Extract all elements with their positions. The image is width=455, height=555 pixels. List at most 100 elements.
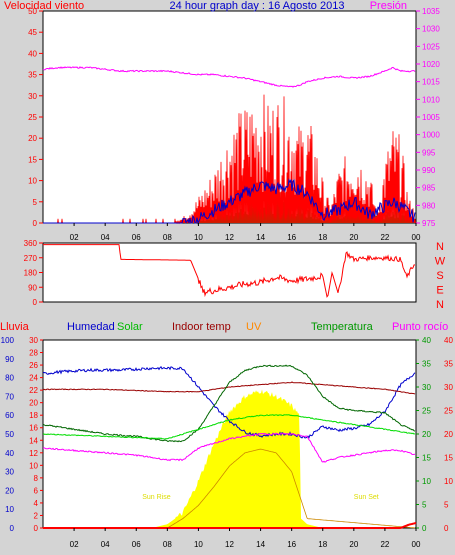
rain-tick-label: 8: [34, 474, 39, 483]
pressure-tick-label: 980: [422, 201, 436, 210]
wind-tick-label: 0: [33, 219, 38, 228]
dewpoint-tick-label: 30: [444, 383, 453, 392]
x-tick-label: 10: [194, 540, 203, 549]
dewpoint-tick-label: 15: [444, 454, 453, 463]
rain-tick-label: 2: [34, 511, 39, 520]
compass-label: N: [436, 241, 444, 253]
humidity-tick-label: 20: [5, 486, 14, 495]
pressure-tick-label: 1030: [422, 25, 440, 34]
humidity-tick-label: 40: [5, 449, 14, 458]
pressure-tick-label: 1020: [422, 60, 440, 69]
x-tick-label: 16: [287, 540, 296, 549]
solar-series: [42, 414, 416, 440]
dewpoint-tick-label: 35: [444, 360, 453, 369]
x-tick-label: 14: [256, 233, 265, 242]
x-tick-label: 22: [380, 540, 389, 549]
temperature-tick-label: 20: [422, 430, 431, 439]
temperature-tick-label: 25: [422, 407, 431, 416]
temperature-tick-label: 35: [422, 360, 431, 369]
wind-tick-label: 15: [28, 155, 37, 164]
pressure-tick-label: 1005: [422, 113, 440, 122]
rain-tick-label: 4: [34, 499, 39, 508]
rain-tick-label: 22: [29, 386, 38, 395]
rain-tick-label: 28: [29, 349, 38, 358]
x-tick-label: 14: [256, 540, 265, 549]
direction-tick-label: 180: [24, 269, 38, 278]
solar-area: [43, 389, 416, 528]
dewpoint-tick-label: 40: [444, 336, 453, 345]
x-tick-label: 02: [70, 540, 79, 549]
x-tick-label: 10: [194, 233, 203, 242]
temperature-tick-label: 40: [422, 336, 431, 345]
x-tick-label: 06: [132, 540, 141, 549]
indoor-temp-series: [42, 381, 416, 395]
temperature-label: Temperatura: [311, 321, 374, 333]
wind-tick-label: 35: [28, 71, 37, 80]
compass-label: W: [435, 256, 446, 268]
temperature-tick-label: 30: [422, 383, 431, 392]
rain-tick-label: 24: [29, 374, 38, 383]
rain-tick-label: 18: [29, 411, 38, 420]
temperature-series: [42, 364, 416, 443]
humidity-tick-label: 90: [5, 355, 14, 364]
humidity-tick-label: 100: [1, 336, 15, 345]
humidity-tick-label: 50: [5, 430, 14, 439]
x-tick-label: 18: [318, 233, 327, 242]
rain-tick-label: 30: [29, 336, 38, 345]
temperature-panel: 0102030405060708090100024681012141618202…: [0, 321, 453, 549]
wind-tick-label: 5: [33, 198, 38, 207]
wind-tick-label: 45: [28, 28, 37, 37]
x-tick-label: 04: [101, 540, 110, 549]
wind-tick-label: 25: [28, 113, 37, 122]
x-tick-label: 16: [287, 233, 296, 242]
dewpoint-tick-label: 0: [444, 524, 449, 533]
rain-tick-label: 10: [29, 461, 38, 470]
wind-tick-label: 40: [28, 49, 37, 58]
direction-plot-area: [42, 242, 417, 303]
humidity-tick-label: 60: [5, 411, 14, 420]
pressure-tick-label: 1025: [422, 42, 440, 51]
humidity-tick-label: 80: [5, 374, 14, 383]
humidity-tick-label: 30: [5, 468, 14, 477]
humidity-tick-label: 10: [5, 505, 14, 514]
wind-tick-label: 10: [28, 177, 37, 186]
uv-label: UV: [246, 321, 262, 333]
x-tick-label: 06: [132, 233, 141, 242]
wind-tick-label: 20: [28, 134, 37, 143]
x-tick-label: 18: [318, 540, 327, 549]
dewpoint-tick-label: 10: [444, 477, 453, 486]
x-tick-label: 20: [349, 233, 358, 242]
sun-annotation: Sun Rise: [142, 494, 171, 501]
humidity-label: Humedad: [67, 321, 115, 333]
pressure-tick-label: 975: [422, 219, 436, 228]
dewpoint-tick-label: 5: [444, 501, 449, 510]
pressure-tick-label: 985: [422, 184, 436, 193]
x-tick-label: 12: [225, 540, 234, 549]
direction-tick-label: 90: [28, 283, 37, 292]
direction-tick-label: 270: [24, 254, 38, 263]
x-tick-label: 04: [101, 233, 110, 242]
pressure-tick-label: 990: [422, 166, 436, 175]
dewpoint-series: [42, 432, 416, 463]
pressure-label: Presión: [370, 0, 407, 12]
x-tick-label: 22: [380, 233, 389, 242]
x-tick-label: 08: [163, 233, 172, 242]
rain-tick-label: 0: [34, 524, 39, 533]
sun-annotation: Sun Set: [354, 494, 379, 501]
wind-speed-label: Velocidad viento: [4, 0, 84, 12]
x-tick-label: 00: [412, 233, 421, 242]
rain-tick-label: 16: [29, 424, 38, 433]
temperature-tick-label: 10: [422, 477, 431, 486]
x-tick-label: 20: [349, 540, 358, 549]
rain-label: Lluvia: [0, 321, 30, 333]
humidity-tick-label: 0: [10, 524, 15, 533]
wind-pressure-panel: 0510152025303540455097598098599099510001…: [4, 0, 440, 242]
pressure-series: [42, 66, 416, 88]
wind-tick-label: 50: [28, 7, 37, 16]
dewpoint-label: Punto rocío: [392, 321, 448, 333]
compass-label: N: [436, 299, 444, 311]
x-tick-label: 02: [70, 233, 79, 242]
wind-direction-series: [43, 244, 416, 298]
x-tick-label: 08: [163, 540, 172, 549]
